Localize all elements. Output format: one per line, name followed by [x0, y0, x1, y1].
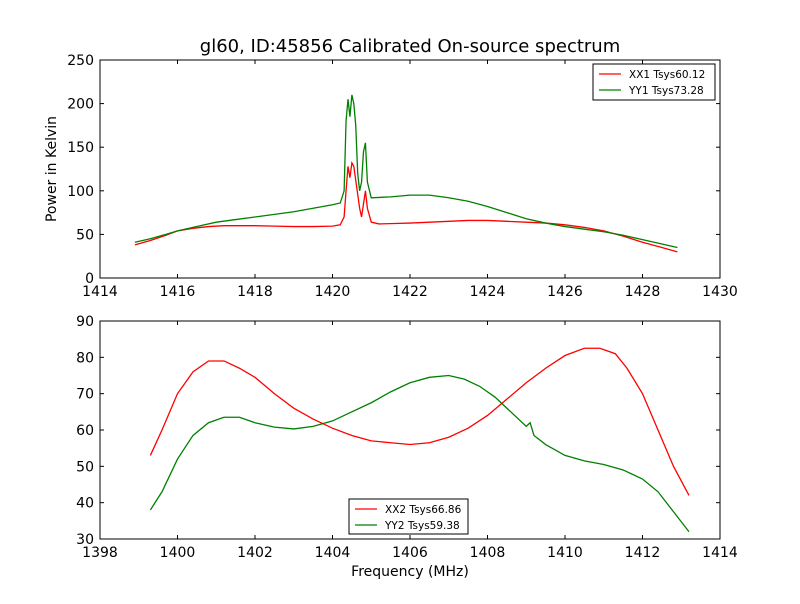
legend-label: YY1 Tsys73.28 [628, 85, 704, 97]
x-tick-label: 1406 [392, 545, 428, 561]
y-axis-label: Power in Kelvin [44, 116, 60, 222]
legend-label: XX1 Tsys60.12 [629, 69, 705, 81]
y-tick-label: 80 [76, 350, 94, 366]
y-tick-label: 250 [67, 53, 94, 69]
y-tick-label: 200 [67, 97, 94, 113]
series-line-yy [149, 374, 690, 533]
x-tick-label: 1412 [625, 545, 661, 561]
legend: XX2 Tsys66.86 YY2 Tsys59.38 [348, 498, 469, 535]
x-tick-label: 1426 [547, 284, 583, 300]
y-tick-label: 0 [85, 271, 94, 287]
y-tick-label: 70 [76, 387, 94, 403]
x-tick-label: 1400 [160, 545, 196, 561]
x-tick-label: 1416 [160, 284, 196, 300]
x-tick-label: 1430 [702, 284, 738, 300]
legend-box [592, 63, 716, 101]
x-tick-label: 1428 [625, 284, 661, 300]
y-tick-label: 50 [76, 227, 94, 243]
y-tick-label: 60 [76, 423, 94, 439]
y-tick-label: 50 [76, 459, 94, 475]
legend-label: XX2 Tsys66.86 [385, 504, 462, 516]
series-line-xx [149, 347, 690, 496]
y-tick-label: 150 [67, 140, 94, 156]
x-tick-label: 1424 [470, 284, 506, 300]
y-tick-label: 30 [76, 532, 94, 548]
x-tick-label: 1420 [315, 284, 351, 300]
x-tick-label: 1422 [392, 284, 428, 300]
y-tick-label: 100 [67, 184, 94, 200]
x-tick-label: 1408 [470, 545, 506, 561]
legend-label: YY2 Tsys59.38 [384, 520, 460, 532]
x-tick-label: 1414 [702, 545, 738, 561]
y-tick-label: 40 [76, 496, 94, 512]
x-axis-label: Frequency (MHz) [351, 564, 469, 580]
y-tick-label: 90 [76, 314, 94, 330]
legend: XX1 Tsys60.12 YY1 Tsys73.28 [592, 63, 716, 101]
series-line-yy [134, 94, 678, 249]
x-tick-label: 1404 [315, 545, 351, 561]
x-tick-label: 1402 [237, 545, 273, 561]
x-tick-label: 1414 [82, 284, 118, 300]
legend-box [348, 498, 469, 535]
top-panel: 1414 1416 1418 1420 1422 1424 1426 1428 1430 0 50 1… [44, 53, 738, 300]
x-tick-label: 1418 [237, 284, 273, 300]
chart-title: gl60, ID:45856 Calibrated On-source spec… [200, 36, 620, 57]
bottom-panel: 1398 1400 1402 1404 1406 1408 1410 1412 1414 30 40… [76, 314, 738, 580]
series-line-xx [134, 160, 678, 253]
x-tick-label: 1410 [547, 545, 583, 561]
x-tick-label: 1398 [82, 545, 118, 561]
